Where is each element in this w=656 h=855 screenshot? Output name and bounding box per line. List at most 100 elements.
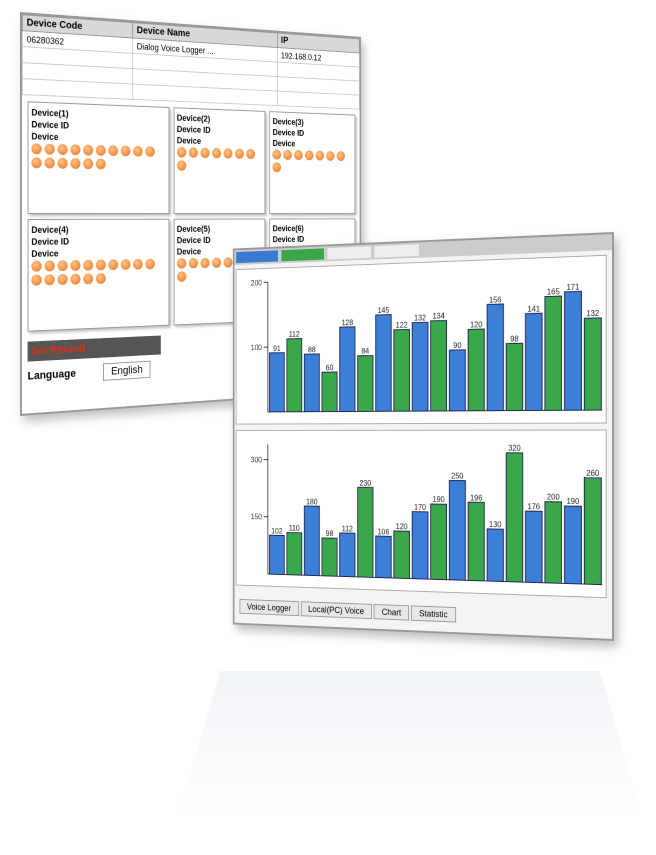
channel-button[interactable] <box>70 158 81 170</box>
channel-button[interactable] <box>211 147 221 159</box>
bar-value-label: 128 <box>342 318 354 327</box>
bar <box>468 329 484 411</box>
bar-value-label: 88 <box>308 345 316 354</box>
channel-button[interactable] <box>133 258 143 270</box>
bar <box>487 529 503 582</box>
channel-button[interactable] <box>31 143 42 155</box>
device-name: Device(3) <box>272 116 304 127</box>
channel-button[interactable] <box>176 147 187 158</box>
bar-value-label: 132 <box>586 309 599 319</box>
channel-button[interactable] <box>108 259 119 271</box>
channel-button[interactable] <box>223 257 233 268</box>
channel-button[interactable] <box>211 257 221 268</box>
channel-button[interactable] <box>176 271 187 282</box>
y-tick-label: 100 <box>251 343 262 352</box>
channel-button[interactable] <box>234 148 244 159</box>
channel-button[interactable] <box>336 151 346 162</box>
channel-button[interactable] <box>95 144 106 156</box>
bar-value-label: 250 <box>451 471 463 480</box>
channel-button[interactable] <box>44 157 55 169</box>
device-id-label: Device ID <box>272 127 305 138</box>
bar <box>487 304 503 411</box>
channel-button[interactable] <box>83 273 94 285</box>
channel-button[interactable] <box>83 158 94 170</box>
channel-button[interactable] <box>108 145 119 157</box>
channel-button[interactable] <box>31 274 42 286</box>
device-panel: Device(1) Device ID Device <box>27 101 170 214</box>
bar <box>525 313 542 410</box>
chart-window: 100 200 91 112 88 60 128 84 145 122 132 134 90 120 156… <box>232 232 615 641</box>
tab[interactable]: Chart <box>373 603 410 621</box>
channel-button[interactable] <box>223 148 233 159</box>
channel-button[interactable] <box>83 259 94 271</box>
bar-value-label: 106 <box>378 527 390 536</box>
bar-value-label: 190 <box>567 497 580 507</box>
channel-button[interactable] <box>57 157 68 169</box>
device-type-label: Device <box>272 138 296 149</box>
channel-button[interactable] <box>70 259 81 271</box>
bar <box>376 315 392 412</box>
record-label: Set Record <box>27 335 161 362</box>
channel-button[interactable] <box>133 145 143 157</box>
channel-button[interactable] <box>44 260 55 272</box>
channel-button[interactable] <box>176 160 187 171</box>
channel-button[interactable] <box>200 257 210 269</box>
channel-button[interactable] <box>283 149 293 160</box>
channel-button[interactable] <box>31 157 42 169</box>
channel-button[interactable] <box>70 273 81 285</box>
bar-value-label: 156 <box>489 295 501 305</box>
channel-button[interactable] <box>176 258 187 269</box>
bar <box>340 327 355 412</box>
charts: 100 200 91 112 88 60 128 84 145 122 132 134 90 120 156… <box>235 250 609 605</box>
channel-button[interactable] <box>272 149 282 160</box>
channel-button[interactable] <box>57 143 68 156</box>
tab[interactable]: Statistic <box>410 605 456 623</box>
language-label: Language <box>27 367 76 383</box>
channel-button[interactable] <box>120 145 131 157</box>
bar <box>468 502 484 581</box>
channel-button[interactable] <box>305 150 314 161</box>
channel-button[interactable] <box>31 260 42 272</box>
bar <box>449 480 465 580</box>
channel-button[interactable] <box>44 143 55 155</box>
language-select[interactable]: English <box>102 360 151 381</box>
channel-button[interactable] <box>188 147 198 158</box>
tab[interactable]: Local(PC) Voice <box>300 601 372 620</box>
y-tick-label: 200 <box>251 278 262 287</box>
bar <box>358 356 373 412</box>
device-table: Device Code Device Name IP 06280362 Dialog V… <box>22 14 360 110</box>
device-panel: Device(4) Device ID Device <box>27 218 170 332</box>
channel-button[interactable] <box>95 273 106 285</box>
bar-value-label: 180 <box>306 497 317 506</box>
channel-button[interactable] <box>57 273 68 286</box>
bar <box>322 538 337 576</box>
chart-panel <box>236 430 606 598</box>
y-tick-label: 300 <box>251 455 262 464</box>
bar-value-label: 98 <box>510 334 518 343</box>
channel-button[interactable] <box>200 147 210 159</box>
button-row <box>176 147 263 172</box>
channel-button[interactable] <box>188 257 198 269</box>
channel-button[interactable] <box>145 146 155 157</box>
channel-button[interactable] <box>57 260 68 272</box>
bar <box>340 533 355 577</box>
channel-button[interactable] <box>95 158 106 170</box>
channel-button[interactable] <box>245 148 255 160</box>
tab[interactable]: Voice Logger <box>239 598 299 617</box>
channel-button[interactable] <box>272 162 282 173</box>
channel-button[interactable] <box>145 258 155 270</box>
bar <box>565 506 582 584</box>
device-name: Device(5) <box>176 224 211 234</box>
bar <box>394 531 410 579</box>
channel-button[interactable] <box>44 274 55 286</box>
channel-button[interactable] <box>326 150 335 161</box>
channel-button[interactable] <box>315 150 325 161</box>
channel-button[interactable] <box>95 259 106 271</box>
bar-value-label: 132 <box>414 313 426 322</box>
channel-button[interactable] <box>294 150 303 161</box>
channel-button[interactable] <box>120 259 131 270</box>
bar-value-label: 200 <box>547 492 560 502</box>
channel-button[interactable] <box>70 144 81 156</box>
channel-button[interactable] <box>83 144 94 156</box>
